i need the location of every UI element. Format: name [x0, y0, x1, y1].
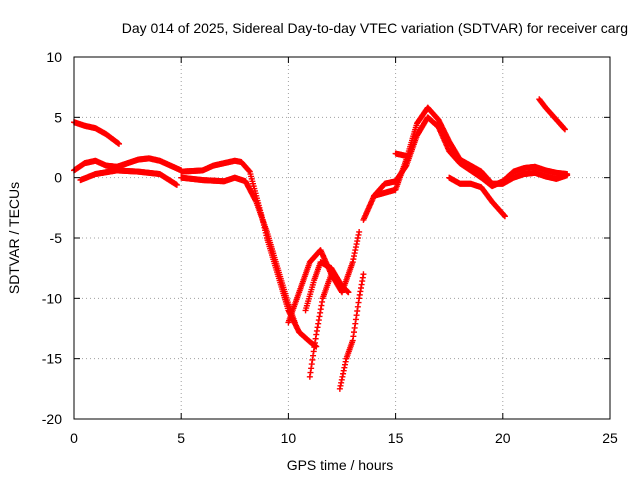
grid-lines [74, 57, 610, 419]
x-tick-label: 15 [388, 430, 404, 446]
axis-ticks: 0 5 10 15 20 25 -20 -15 -10 -5 0 5 10 [42, 49, 618, 446]
data-point [356, 228, 363, 235]
data-series-3 [77, 167, 180, 188]
y-tick-label: 0 [54, 170, 62, 186]
data-point [564, 172, 571, 179]
data-points [71, 96, 571, 392]
y-tick-label: -10 [42, 290, 62, 306]
data-point [501, 213, 508, 220]
data-point [116, 140, 123, 147]
data-series-11 [371, 104, 571, 199]
x-tick-label: 0 [70, 430, 78, 446]
data-point [360, 271, 367, 278]
data-series-2 [71, 155, 185, 174]
data-point [561, 126, 568, 133]
data-point [403, 152, 410, 159]
y-tick-label: -5 [50, 230, 63, 246]
data-point [173, 181, 180, 188]
data-series-14 [536, 96, 568, 133]
y-tick-label: 5 [54, 109, 62, 125]
y-tick-label: -15 [42, 351, 62, 367]
x-tick-label: 10 [281, 430, 297, 446]
data-series-13 [392, 150, 410, 159]
data-series-6 [285, 228, 363, 326]
y-tick-label: -20 [42, 411, 62, 427]
y-axis-label: SDTVAR / TECUs [6, 182, 22, 294]
data-series-5 [178, 174, 298, 326]
data-point [328, 271, 335, 278]
x-tick-label: 25 [602, 430, 618, 446]
data-series-9 [336, 271, 367, 392]
data-series-7 [302, 259, 352, 314]
x-axis-label: GPS time / hours [287, 457, 394, 473]
data-point [291, 319, 298, 326]
y-tick-label: 10 [46, 49, 62, 65]
data-point [345, 289, 352, 296]
data-series-10 [360, 114, 571, 223]
x-tick-label: 20 [495, 430, 511, 446]
data-series-8 [306, 271, 335, 380]
chart-title: Day 014 of 2025, Sidereal Day-to-day VTE… [122, 20, 628, 36]
x-tick-label: 5 [177, 430, 185, 446]
data-series-1 [71, 119, 123, 147]
data-series-12 [446, 174, 508, 220]
